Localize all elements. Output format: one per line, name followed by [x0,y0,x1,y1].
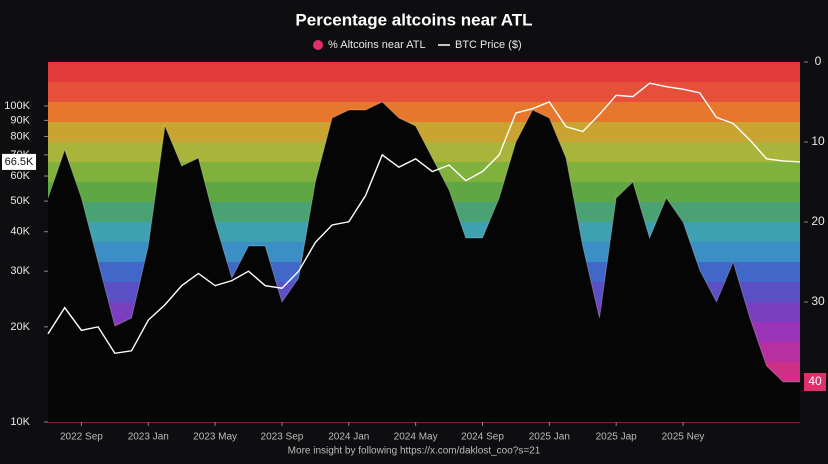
y-tick-label: 100K [4,100,30,112]
legend-label: % Altcoins near ATL [328,39,426,51]
x-tick-label: 2024 May [394,432,438,443]
y-tick-label: 80K [10,130,30,142]
y-tick-label: 30K [10,265,30,277]
x-tick-label: 2023 Sep [261,432,304,443]
y2-tick-label: 30 [811,294,825,308]
last-price-label: 66.5K [5,156,34,168]
btc-line [47,82,801,355]
y-tick-label: 20K [10,321,30,333]
band [48,102,800,123]
band [48,82,800,103]
x-tick-label: 2024 Jan [328,432,369,443]
x-tick-label: 2024 Sep [461,432,504,443]
legend-label: BTC Price ($) [455,39,522,51]
x-tick-label: 2025 Jan [529,432,570,443]
altcoin-line [47,101,800,383]
last-alt-box [804,373,826,391]
x-tick-label: 2025 Ney [662,432,705,443]
y-tick-label: 90K [10,114,30,126]
y-tick-label: 10K [10,416,30,428]
x-tick-label: 2023 Jan [128,432,169,443]
altcoin-area [48,102,800,422]
footer: More insight by following https://x.com/… [288,446,541,457]
last-price-box [2,153,36,170]
y2-tick-label: 20 [811,214,825,228]
band [48,62,800,83]
legend-swatch [313,40,323,50]
chart-title: Percentage altcoins near ATL [295,10,532,29]
y-tick-label: 50K [10,195,30,207]
y-tick-label: 40K [10,226,30,238]
x-tick-label: 2022 Sep [60,432,103,443]
y-tick-label: 60K [10,170,30,182]
y2-tick-label: 10 [811,134,825,148]
legend: % Altcoins near ATL BTC Price ($) [313,39,522,51]
y2-tick-label: 0 [815,54,822,68]
band [48,122,800,143]
x-tick-label: 2023 May [193,432,237,443]
last-alt-label: 40 [808,374,822,388]
x-tick-label: 2025 Jap [596,432,638,443]
